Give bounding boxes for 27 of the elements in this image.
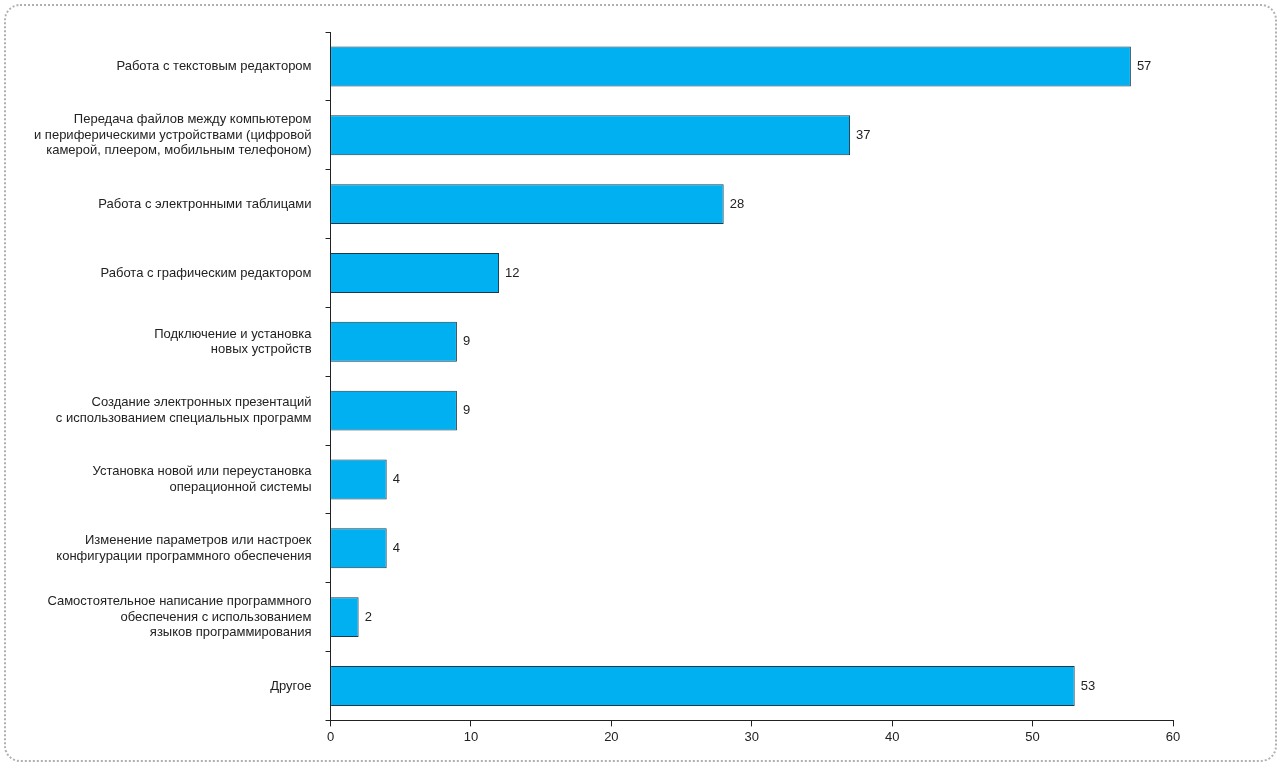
y-tick-label: Работа с электронными таблицами [98,195,312,211]
y-tick-label: Создание электронных презентаций с использованием специальных программ [55,394,312,425]
data-label: 2 [364,608,372,624]
x-tick-label: 0 [326,728,335,744]
x-tick-label: 30 [744,728,760,744]
x-tick-label: 10 [463,728,479,744]
y-tick-label: Самостоятельное написание программного обеспечения с использованием языков программирования [47,593,312,640]
x-tick-label: 40 [884,728,900,744]
y-tick-label: Подключение и установка новых устройств [154,325,313,357]
y-tick-label: Установка новой или переустановка операционной системы [92,463,313,494]
y-tick-label: Передача файлов между компьютером и периферическими устройствами (цифровой камерой, плеером, мобильным телефоном) [34,111,312,158]
y-tick-label: Работа с графическим редактором [100,264,312,280]
x-tick-label: 20 [604,728,619,744]
data-label: 57 [1136,58,1152,73]
data-label: 12 [505,264,520,280]
y-tick-label: Работа с текстовым редактором [116,58,312,73]
x-tick-label: 50 [1025,728,1040,744]
data-label: 9 [462,402,471,418]
y-tick-label: Другое [270,677,312,693]
data-label: 37 [856,126,871,142]
data-label: 53 [1080,677,1096,693]
x-tick-label: 60 [1165,728,1181,744]
data-label: 4 [392,539,400,555]
y-tick-label: Изменение параметров или настроек конфигурации программного обеспечения [56,532,312,563]
data-label: 28 [729,195,745,211]
data-label: 4 [392,471,400,487]
data-label: 9 [462,333,471,349]
